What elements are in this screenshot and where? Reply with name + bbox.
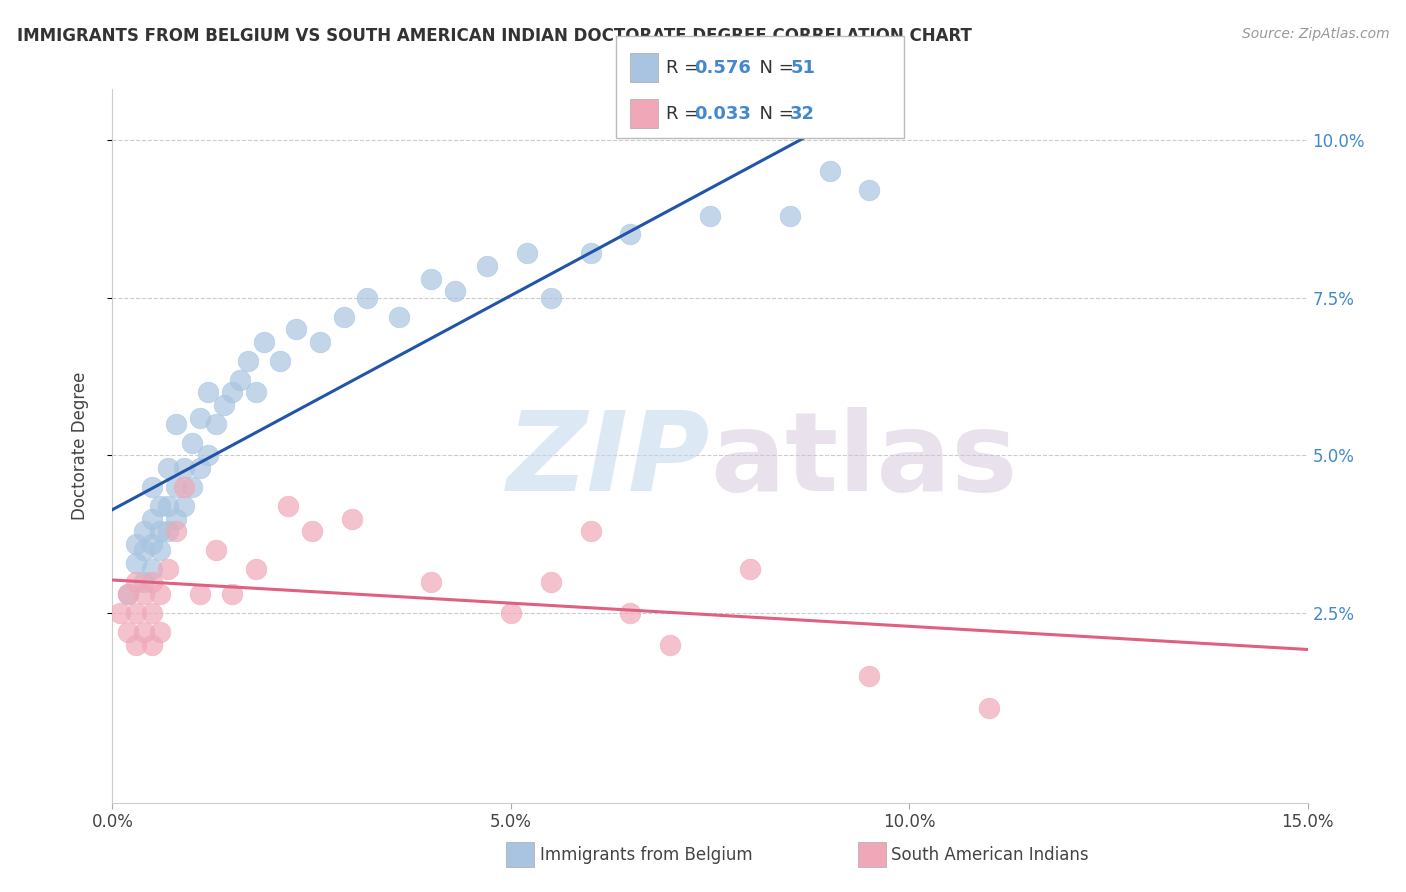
Text: N =: N = (748, 59, 800, 77)
Point (134, 543, 156, 558)
Point (188, 461, 211, 475)
Point (245, 385, 267, 400)
Text: IMMIGRANTS FROM BELGIUM VS SOUTH AMERICAN INDIAN DOCTORATE DEGREE CORRELATION CH: IMMIGRANTS FROM BELGIUM VS SOUTH AMERICA… (17, 27, 972, 45)
Point (188, 587, 211, 601)
Point (197, 385, 219, 400)
Point (117, 587, 139, 601)
Point (340, 511, 363, 525)
Text: Immigrants from Belgium: Immigrants from Belgium (540, 846, 752, 863)
Y-axis label: Doctorate Degree: Doctorate Degree (70, 372, 89, 520)
Point (205, 417, 228, 431)
Point (141, 638, 163, 652)
Point (157, 461, 180, 475)
Point (125, 638, 148, 652)
Point (475, 259, 498, 273)
Text: atlas: atlas (710, 407, 1018, 514)
Point (157, 562, 180, 576)
Point (818, 164, 841, 178)
Point (779, 209, 801, 223)
Point (738, 562, 761, 576)
Point (444, 285, 467, 299)
Text: R =: R = (666, 104, 706, 123)
Point (125, 537, 148, 551)
Point (173, 461, 195, 475)
Point (181, 435, 204, 450)
Point (356, 291, 378, 305)
Text: ZIP: ZIP (506, 407, 710, 514)
Point (165, 524, 187, 539)
Point (332, 310, 354, 324)
Point (141, 562, 163, 576)
Point (388, 310, 411, 324)
Point (301, 524, 323, 539)
Point (540, 291, 562, 305)
Text: Source: ZipAtlas.com: Source: ZipAtlas.com (1241, 27, 1389, 41)
Point (157, 499, 180, 513)
Text: R =: R = (666, 59, 706, 77)
Text: South American Indians: South American Indians (891, 846, 1090, 863)
Point (229, 373, 252, 387)
Point (277, 499, 299, 513)
Point (236, 353, 259, 368)
Point (181, 480, 204, 494)
Point (420, 574, 443, 589)
Point (221, 385, 243, 400)
Point (117, 587, 139, 601)
Point (173, 499, 195, 513)
Point (149, 543, 172, 558)
Point (117, 625, 139, 640)
Point (157, 524, 180, 539)
Point (197, 449, 219, 463)
Point (134, 574, 156, 589)
Point (284, 322, 307, 336)
Text: 32: 32 (790, 104, 815, 123)
Point (269, 353, 291, 368)
Point (499, 607, 522, 621)
Point (141, 511, 163, 525)
Point (149, 587, 172, 601)
Point (699, 209, 721, 223)
Point (141, 537, 163, 551)
Point (253, 334, 276, 349)
Point (619, 227, 641, 242)
Point (221, 587, 243, 601)
Point (212, 398, 235, 412)
Point (149, 524, 172, 539)
Point (619, 607, 641, 621)
Point (149, 499, 172, 513)
Text: 51: 51 (790, 59, 815, 77)
Point (134, 524, 156, 539)
Point (125, 607, 148, 621)
Text: 0.576: 0.576 (695, 59, 751, 77)
Point (858, 183, 880, 197)
Point (125, 574, 148, 589)
Point (516, 246, 538, 260)
Text: 0.033: 0.033 (695, 104, 751, 123)
Point (149, 625, 172, 640)
Point (579, 524, 602, 539)
Point (858, 669, 880, 683)
Point (165, 480, 187, 494)
Point (579, 246, 602, 260)
Point (165, 511, 187, 525)
Point (110, 607, 132, 621)
Point (141, 607, 163, 621)
Point (659, 638, 682, 652)
Point (141, 480, 163, 494)
Point (245, 562, 267, 576)
Point (188, 410, 211, 425)
Point (141, 574, 163, 589)
Point (125, 556, 148, 570)
Point (134, 625, 156, 640)
Point (173, 480, 195, 494)
Point (205, 543, 228, 558)
Text: N =: N = (748, 104, 800, 123)
Point (420, 271, 443, 285)
Point (165, 417, 187, 431)
Point (134, 587, 156, 601)
Point (977, 701, 1000, 715)
Point (308, 334, 330, 349)
Point (540, 574, 562, 589)
